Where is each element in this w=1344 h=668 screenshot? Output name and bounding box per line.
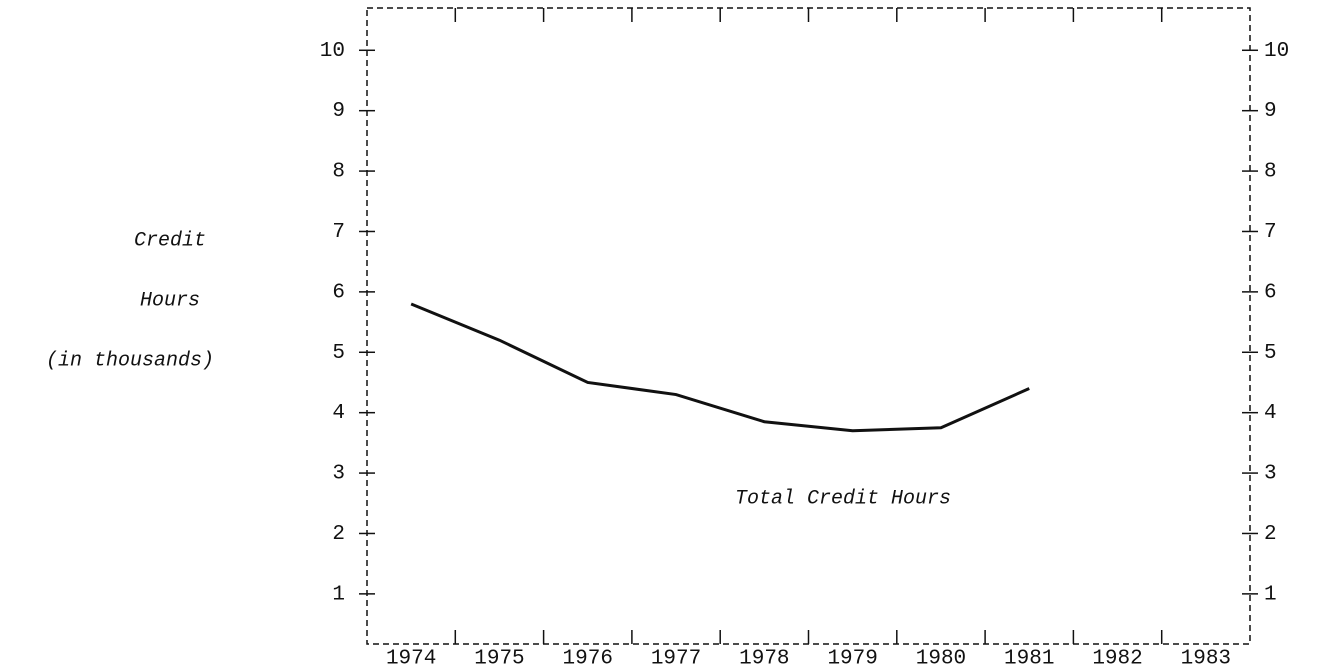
x-tick-label: 1975 bbox=[474, 648, 524, 668]
x-tick-label: 1977 bbox=[651, 648, 701, 668]
y2-tick-label: 2 bbox=[1264, 523, 1277, 546]
x-tick-label: 1974 bbox=[386, 648, 436, 668]
y2-tick-label: 3 bbox=[1264, 463, 1277, 486]
x-tick-label: 1981 bbox=[1004, 648, 1054, 668]
y-tick-label: 2 bbox=[332, 523, 345, 546]
y2-tick-label: 10 bbox=[1264, 40, 1289, 63]
x-tick-label: 1980 bbox=[916, 648, 966, 668]
y2-tick-label: 9 bbox=[1264, 100, 1277, 123]
x-tick-label: 1979 bbox=[827, 648, 877, 668]
y2-tick-label: 7 bbox=[1264, 221, 1277, 244]
y-axis-label: (in thousands) bbox=[46, 349, 214, 372]
y-axis-label: Credit bbox=[134, 229, 206, 252]
y-tick-label: 7 bbox=[332, 221, 345, 244]
x-tick-label: 1982 bbox=[1092, 648, 1142, 668]
y-tick-label: 4 bbox=[332, 402, 345, 425]
x-tick-label: 1978 bbox=[739, 648, 789, 668]
y-tick-label: 8 bbox=[332, 161, 345, 184]
y-axis-label: Hours bbox=[140, 289, 200, 312]
plot-frame bbox=[366, 7, 1251, 645]
y-tick-label: 10 bbox=[320, 40, 345, 63]
y2-tick-label: 5 bbox=[1264, 342, 1277, 365]
y-tick-label: 6 bbox=[332, 281, 345, 304]
y2-tick-label: 1 bbox=[1264, 583, 1277, 606]
y-tick-label: 3 bbox=[332, 463, 345, 486]
y-tick-label: 9 bbox=[332, 100, 345, 123]
y-tick-label: 5 bbox=[332, 342, 345, 365]
data-line bbox=[410, 302, 1030, 433]
y-tick-label: 1 bbox=[332, 583, 345, 606]
y2-tick-label: 8 bbox=[1264, 161, 1277, 184]
x-tick-label: 1983 bbox=[1181, 648, 1231, 668]
y2-tick-label: 6 bbox=[1264, 281, 1277, 304]
y2-tick-label: 4 bbox=[1264, 402, 1277, 425]
x-tick-label: 1976 bbox=[563, 648, 613, 668]
series-label: Total Credit Hours bbox=[735, 487, 951, 510]
